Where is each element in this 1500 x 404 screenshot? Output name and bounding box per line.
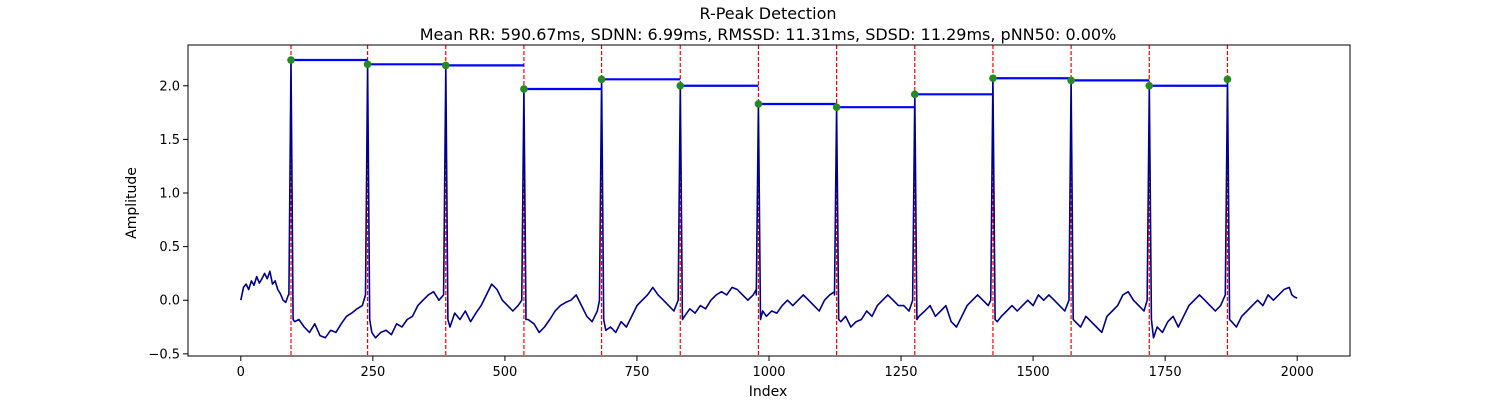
plot-background [188,45,1350,356]
rr-interval-group [290,58,1228,109]
peak-marker [1067,76,1075,85]
y-tick-label: 1.5 [159,133,180,148]
x-tick-label: 750 [625,365,650,380]
chart-title: R-Peak Detection [699,4,836,23]
peak-marker [597,75,606,84]
x-tick-label: 1250 [884,365,917,380]
x-tick-label: 1000 [752,365,785,380]
x-axis-label: Index [749,384,788,400]
y-tick-label: 0.5 [159,240,180,255]
peak-marker [441,61,450,70]
y-axis-label: Amplitude [124,167,140,239]
ecg-signal-line [240,59,1298,339]
x-tick-label: 1750 [1149,365,1182,380]
y-tick-label: 2.0 [159,79,180,94]
y-tick-label: 1.0 [159,186,180,201]
peak-marker [676,81,685,90]
chart-subtitle: Mean RR: 590.67ms, SDNN: 6.99ms, RMSSD: … [420,25,1117,44]
peak-marker [754,100,763,108]
peak-marker [363,60,372,69]
peak-marker-group [287,56,1232,111]
peak-marker [1145,81,1154,90]
plot-area [188,45,1350,356]
y-tick-label: 0.0 [159,294,180,309]
peak-marker [520,85,528,93]
x-tick-label: 500 [492,365,517,380]
peak-marker [287,56,295,64]
axes-group: 0 250 500 750 1000 1250 1500 1750 2000 −0.5 0.0 0.5… [148,44,1351,380]
x-tick-label: 1500 [1017,365,1050,380]
peak-marker [910,90,919,99]
y-tick-label: −0.5 [148,347,180,362]
peak-marker [1223,75,1232,84]
peak-marker [989,74,997,83]
x-tick-label: 0 [237,365,245,380]
peak-marker [832,103,841,111]
x-tick-label: 2000 [1281,365,1314,380]
x-tick-label: 250 [360,365,385,380]
signal-group [240,59,1298,339]
